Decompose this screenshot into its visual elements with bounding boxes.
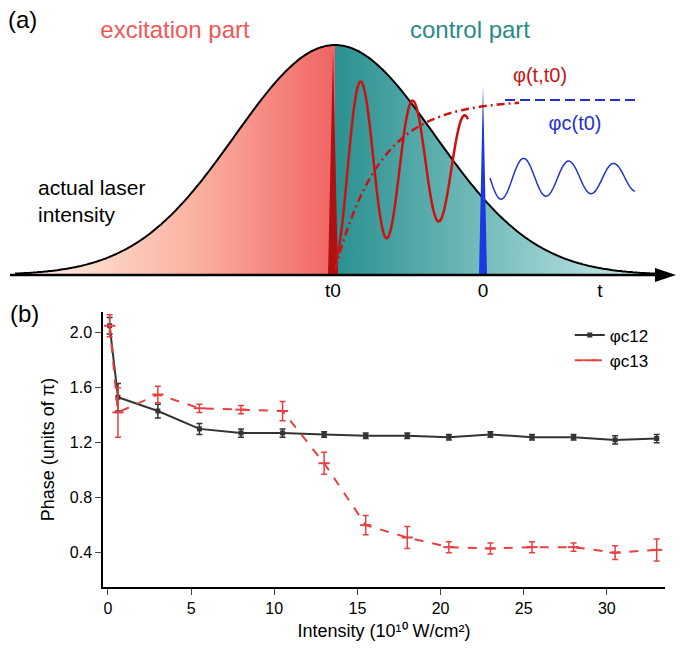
- svg-text:φ(t,t0): φ(t,t0): [513, 64, 567, 86]
- svg-text:excitation part: excitation part: [100, 16, 250, 43]
- svg-text:φc(t0): φc(t0): [549, 112, 602, 134]
- svg-text:actual laser: actual laser: [38, 176, 145, 199]
- svg-text:20: 20: [432, 600, 450, 617]
- svg-text:(a): (a): [8, 6, 37, 33]
- svg-text:0.8: 0.8: [70, 489, 92, 506]
- svg-text:control part: control part: [410, 16, 530, 43]
- svg-text:t0: t0: [325, 280, 341, 300]
- svg-text:0: 0: [104, 600, 113, 617]
- svg-text:15: 15: [349, 600, 367, 617]
- svg-text:Intensity (10¹⁰ W/cm²): Intensity (10¹⁰ W/cm²): [297, 621, 470, 641]
- svg-text:1.2: 1.2: [70, 434, 92, 451]
- svg-text:0: 0: [478, 280, 489, 300]
- svg-text:2.0: 2.0: [70, 324, 92, 341]
- svg-text:1.6: 1.6: [70, 379, 92, 396]
- svg-text:φc13: φc13: [610, 352, 648, 371]
- svg-text:25: 25: [515, 600, 533, 617]
- html-text:(b): (b): [10, 300, 40, 327]
- svg-text:5: 5: [187, 600, 196, 617]
- svg-text:10: 10: [265, 600, 283, 617]
- svg-text:φc12: φc12: [610, 327, 648, 346]
- svg-text:Phase (units of π): Phase (units of π): [38, 378, 58, 521]
- svg-text:0.4: 0.4: [70, 544, 92, 561]
- svg-text:intensity: intensity: [38, 203, 116, 226]
- svg-text:30: 30: [598, 600, 616, 617]
- svg-text:t: t: [597, 280, 603, 300]
